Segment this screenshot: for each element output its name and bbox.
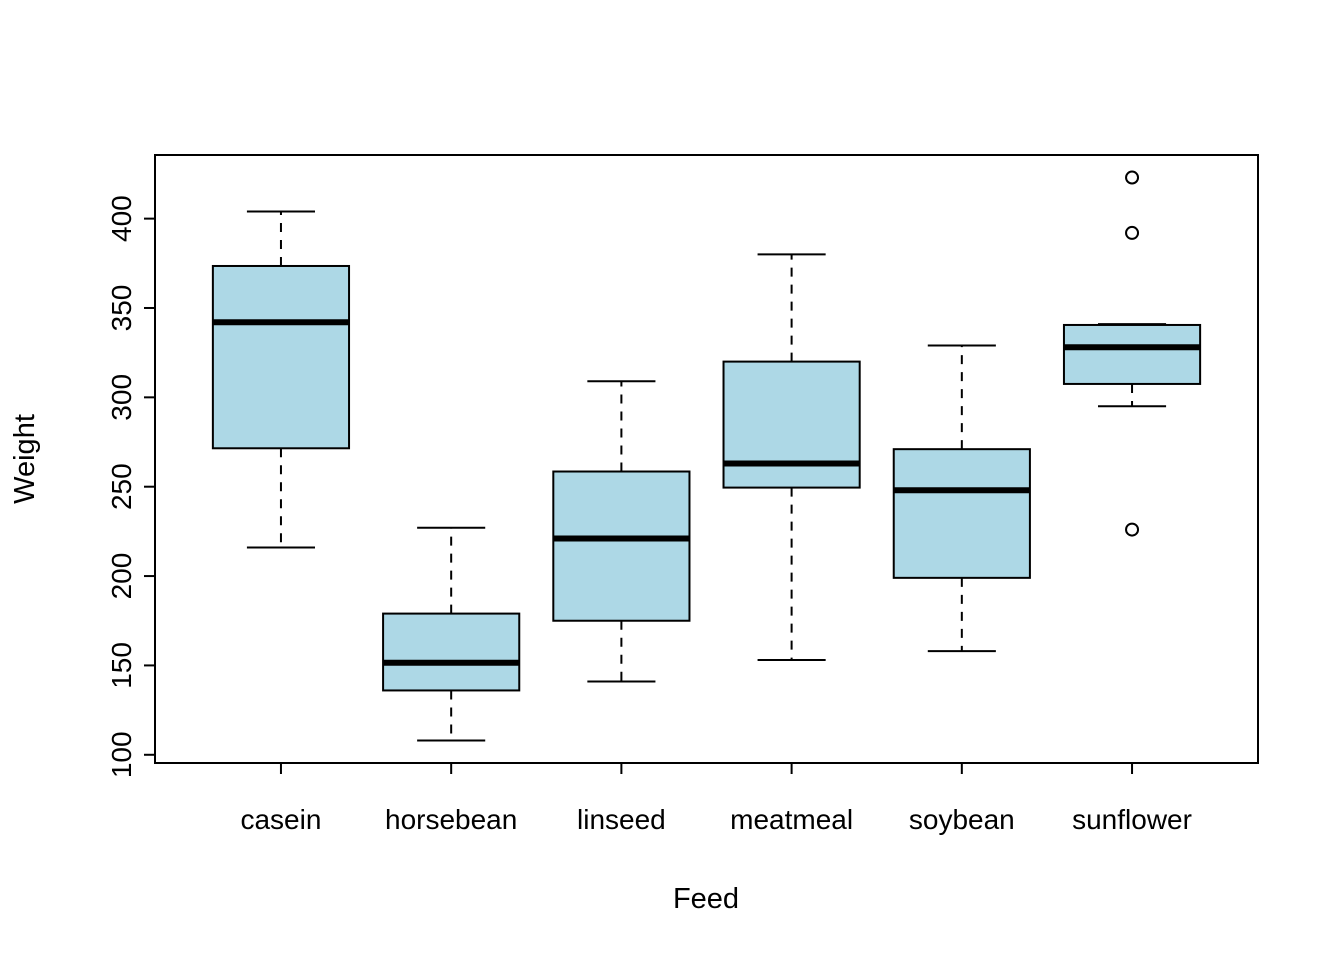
y-tick-label: 350 [106, 285, 137, 332]
y-tick-label: 200 [106, 553, 137, 600]
plot-border [154, 154, 1259, 764]
y-tick-label: 250 [106, 463, 137, 510]
boxplot-meatmeal [722, 253, 861, 662]
iqr-box [211, 264, 351, 450]
x-tick-label: sunflower [1072, 804, 1192, 835]
x-tick-label: soybean [909, 804, 1015, 835]
boxplot-linseed [552, 380, 691, 683]
y-tick-label: 100 [106, 731, 137, 778]
x-axis-title: Feed [673, 883, 739, 915]
boxplot-horsebean [382, 526, 521, 742]
y-tick-label: 150 [106, 642, 137, 689]
iqr-box [1062, 323, 1202, 385]
iqr-box [722, 360, 861, 489]
x-tick-label: meatmeal [730, 804, 853, 835]
x-tick-label: horsebean [385, 804, 517, 835]
outlier-point [1125, 225, 1140, 240]
boxplot-casein [211, 210, 351, 549]
x-tick-label: linseed [577, 804, 666, 835]
iqr-box [892, 448, 1031, 579]
y-axis-title: Weight [9, 414, 41, 504]
chart-content: 100 150 200 250 300 350 400 casein horsebean lins… [106, 170, 1202, 835]
iqr-box [552, 470, 691, 622]
y-tick-label: 400 [106, 195, 137, 242]
outlier-point [1125, 170, 1140, 185]
boxplot-soybean [892, 344, 1031, 653]
iqr-box [382, 612, 521, 692]
outlier-point [1125, 522, 1140, 537]
x-tick-label: casein [240, 804, 321, 835]
boxplot-sunflower [1062, 170, 1202, 537]
y-tick-label: 300 [106, 374, 137, 421]
